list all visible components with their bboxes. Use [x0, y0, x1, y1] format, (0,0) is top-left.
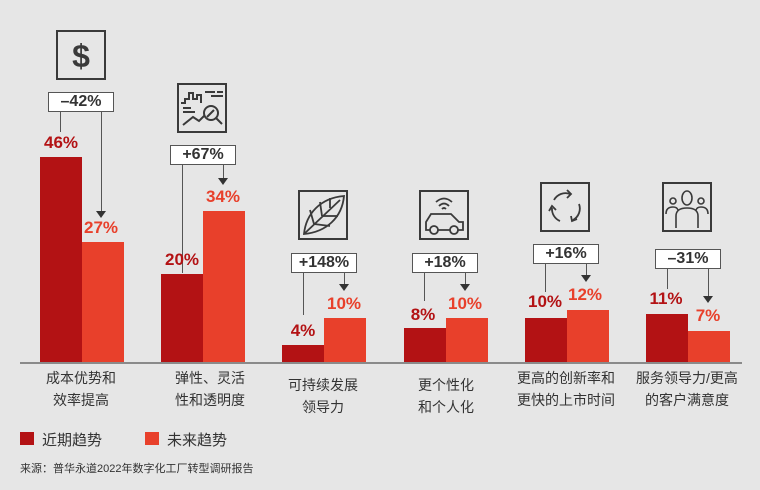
cycle-icon [540, 182, 590, 232]
change-badge: –31% [655, 249, 721, 269]
connector-arrow-line [223, 165, 224, 179]
category-label: 弹性、灵活 性和透明度 [175, 370, 245, 408]
value-near: 11% [649, 289, 683, 308]
change-badge: +148% [291, 253, 357, 273]
value-near: 20% [164, 250, 200, 269]
bar-near [525, 318, 567, 362]
value-near: 46% [43, 133, 79, 152]
category-label: 成本优势和 效率提高 [46, 370, 116, 408]
category-label: 服务领导力/更高 的客户满意度 [636, 370, 738, 408]
bar-near [404, 328, 446, 362]
legend-label-near: 近期趋势 [42, 432, 103, 449]
connector-line [182, 165, 183, 273]
connector-arrow-line [465, 273, 466, 285]
change-badge: +18% [412, 253, 478, 273]
connector-arrow-line [586, 264, 587, 276]
leaf-icon [298, 190, 348, 240]
connector-line [60, 112, 61, 132]
source-note: 来源：普华永道2022年数字化工厂转型调研报告 [20, 463, 254, 475]
svg-text:$: $ [72, 38, 90, 74]
bar-near [646, 314, 688, 362]
value-future: 27% [83, 218, 119, 237]
change-badge: +16% [533, 244, 599, 264]
arrow-down-icon [339, 284, 349, 291]
value-future: 7% [695, 306, 721, 325]
bar-future [82, 242, 124, 362]
change-badge: +67% [170, 145, 236, 165]
connector-arrow-line [708, 269, 709, 297]
bar-future [567, 310, 609, 362]
bar-near [40, 157, 82, 362]
connector-arrow-line [344, 273, 345, 285]
category-label: 更个性化 和个人化 [418, 377, 474, 415]
legend-label-future: 未来趋势 [167, 432, 228, 449]
category-label: 可持续发展 领导力 [288, 377, 358, 415]
category-label: 更高的创新率和 更快的上市时间 [517, 370, 615, 408]
connector-line [303, 273, 304, 315]
change-badge: –42% [48, 92, 114, 112]
people-icon [662, 182, 712, 232]
arrow-down-icon [96, 211, 106, 218]
value-near: 8% [410, 305, 436, 324]
connector-line [545, 264, 546, 292]
bar-near [161, 274, 203, 362]
connector-arrow-line [101, 112, 102, 212]
value-future: 34% [205, 187, 241, 206]
bar-future [688, 331, 730, 362]
analytics-icon [177, 83, 227, 133]
arrow-down-icon [460, 284, 470, 291]
value-future: 10% [326, 294, 362, 313]
x-axis-baseline [20, 362, 742, 364]
legend-swatch-future [145, 432, 159, 445]
legend-swatch-near [20, 432, 34, 445]
value-future: 10% [447, 294, 483, 313]
bar-future [446, 318, 488, 362]
connected-car-icon [419, 190, 469, 240]
bar-near [282, 345, 324, 362]
bar-future [203, 211, 245, 362]
value-near: 4% [290, 321, 316, 340]
arrow-down-icon [703, 296, 713, 303]
value-future: 12% [567, 285, 603, 304]
connector-line [667, 269, 668, 289]
arrow-down-icon [218, 178, 228, 185]
connector-line [424, 273, 425, 301]
value-near: 10% [527, 292, 563, 311]
arrow-down-icon [581, 275, 591, 282]
dollar-icon: $ [56, 30, 106, 80]
bar-future [324, 318, 366, 362]
